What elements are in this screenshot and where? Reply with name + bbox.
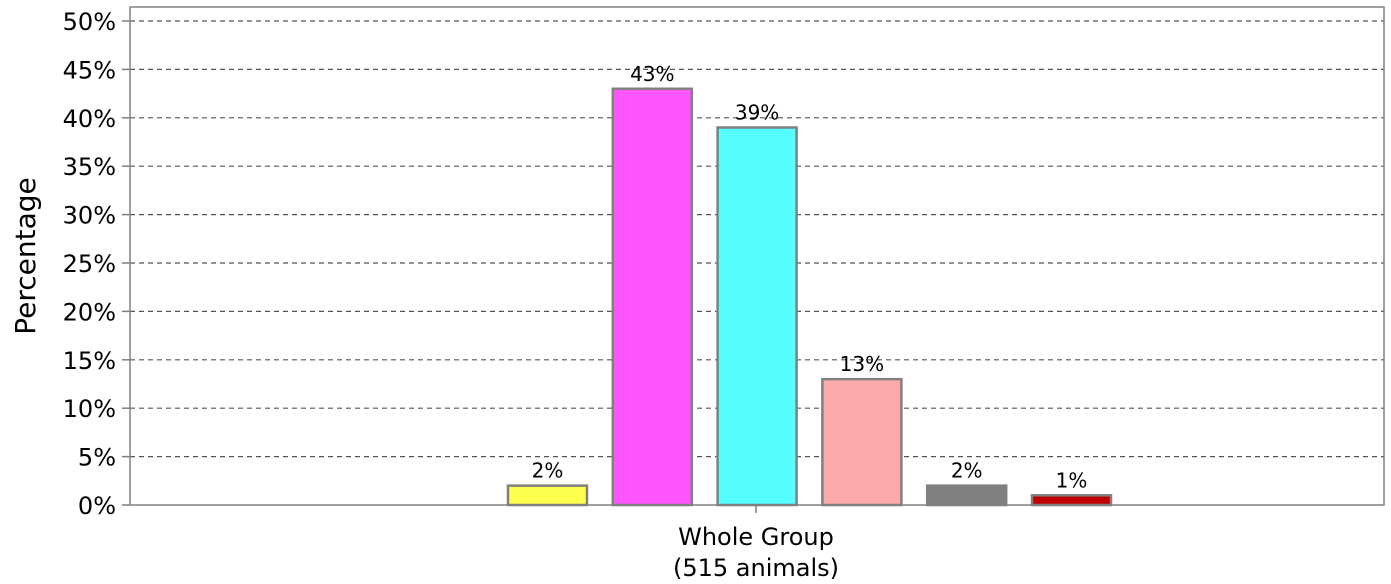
x-category-sublabel: (515 animals) [673,554,839,582]
bar-value-label: 2% [532,459,564,483]
y-tick-label: 30% [63,202,116,230]
bar-value-label: 2% [951,459,983,483]
bar-series: 2% 43% 39% 13% 2% 1% [506,62,1113,507]
y-axis-ticks: 0% 5% 10% 15% 20% 25% 30% 35% 40% 45% 50% [63,8,130,520]
y-axis-title: Percentage [9,177,42,335]
bar [1030,494,1113,507]
bar [506,484,589,507]
y-tick-label: 0% [78,492,116,520]
bar [716,126,798,507]
bar [821,377,903,507]
grid-lines [130,20,1384,458]
bar [925,484,1008,507]
bar-value-label: 39% [735,100,779,124]
y-tick-label: 50% [63,8,116,36]
y-tick-label: 35% [63,153,116,181]
y-tick-label: 25% [63,250,116,278]
y-tick-label: 40% [63,105,116,133]
bar-value-label: 43% [630,62,674,86]
y-tick-label: 5% [78,444,116,472]
bar-value-label: 1% [1056,468,1088,492]
y-tick-label: 45% [63,56,116,84]
y-tick-label: 20% [63,298,116,326]
bar [611,87,694,507]
bar-value-label: 13% [840,352,884,376]
plot-frame [129,6,1385,506]
x-category-label: Whole Group [678,523,834,551]
y-tick-label: 15% [63,347,116,375]
y-tick-label: 10% [63,395,116,423]
